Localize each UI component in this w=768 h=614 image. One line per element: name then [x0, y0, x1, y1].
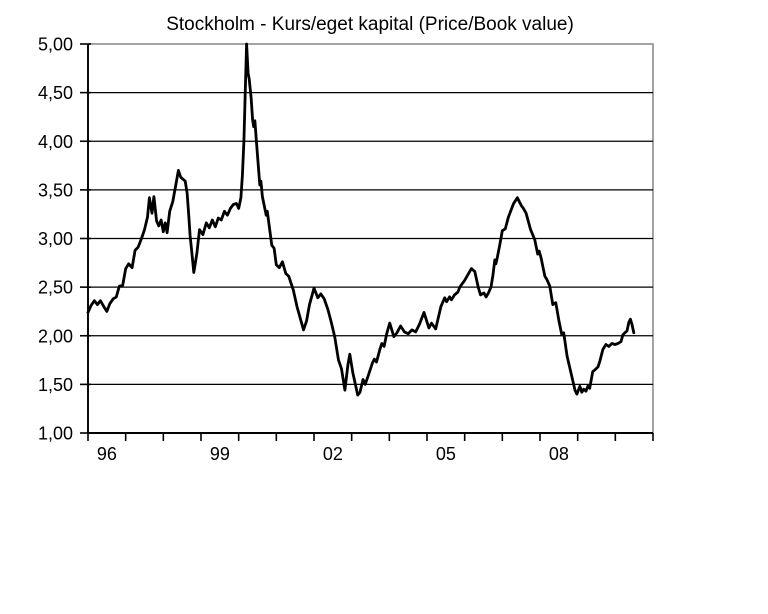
axis-lines — [87, 44, 653, 434]
y-axis-label: 2,50 — [38, 278, 73, 298]
x-axis-label: 08 — [549, 444, 569, 464]
price-book-line-group — [86, 42, 636, 397]
y-axis-labels: 5,00 4,50 4,00 3,50 3,00 2,50 2,00 1,50 1,00 — [38, 35, 73, 444]
axis-ticks — [80, 43, 654, 441]
y-axis-label: 2,00 — [38, 326, 73, 346]
y-axis-label: 3,50 — [38, 180, 73, 200]
x-axis-label: 96 — [97, 444, 117, 464]
x-axis-label: 99 — [210, 444, 230, 464]
y-axis-label: 4,00 — [38, 132, 73, 152]
price-book-line — [86, 42, 636, 397]
y-axis-label: 1,50 — [38, 375, 73, 395]
y-axis-label: 3,00 — [38, 229, 73, 249]
gridlines — [88, 92, 653, 385]
y-axis-label: 1,00 — [38, 424, 73, 444]
x-axis-label: 02 — [323, 444, 343, 464]
y-axis-label: 4,50 — [38, 83, 73, 103]
chart-title: Stockholm - Kurs/eget kapital (Price/Boo… — [166, 14, 574, 35]
x-axis-labels: 96 99 02 05 08 — [97, 444, 569, 464]
x-axis-label: 05 — [436, 444, 456, 464]
y-axis-label: 5,00 — [38, 35, 73, 55]
